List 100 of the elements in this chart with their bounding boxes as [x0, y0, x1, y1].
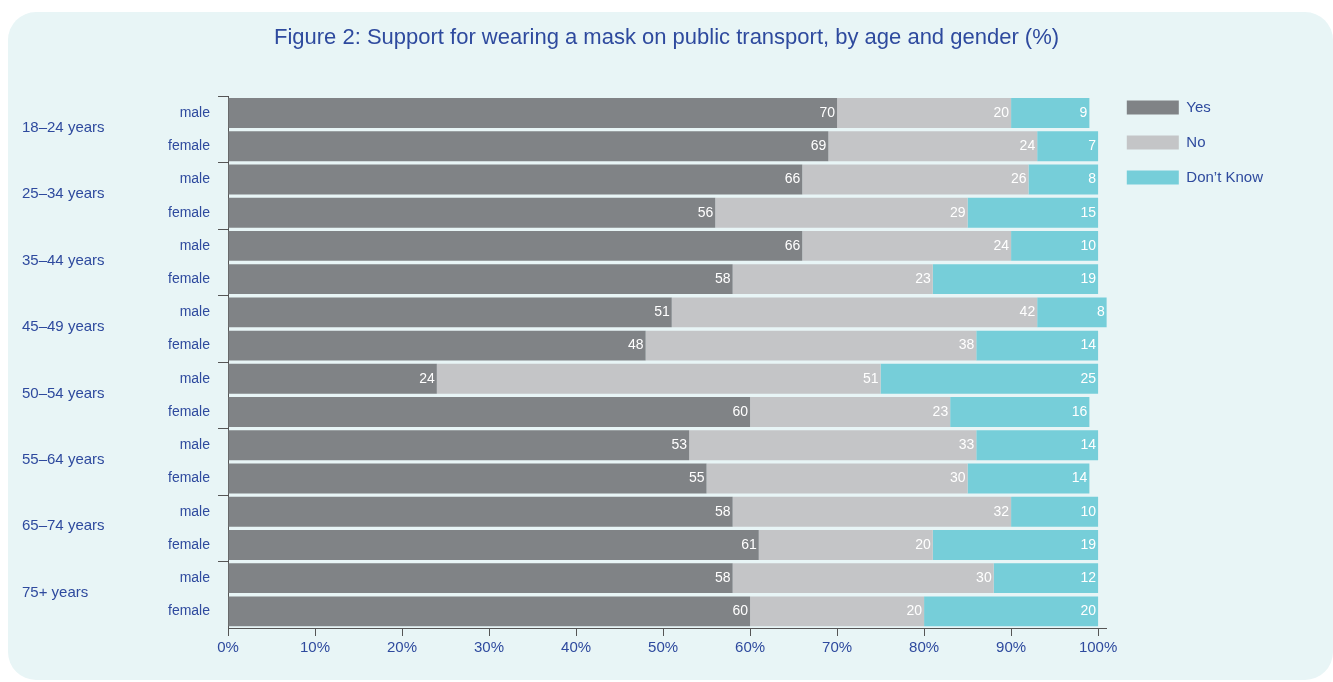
bar: [732, 264, 933, 295]
bar: [228, 98, 838, 128]
bar: [967, 197, 1099, 228]
data-label: 61: [741, 535, 757, 552]
bar: [228, 363, 437, 394]
bar: [924, 596, 1099, 627]
data-label: 51: [863, 369, 879, 386]
bar: [950, 397, 1090, 427]
data-label: 66: [784, 170, 801, 187]
data-label: 48: [628, 336, 644, 353]
data-label: 58: [715, 270, 731, 286]
bar: [932, 264, 1099, 295]
data-label: 20: [915, 535, 931, 552]
data-label: 20: [1080, 602, 1097, 619]
legend-label: Don’t Know: [1186, 167, 1264, 185]
text: 45–49 years: [22, 317, 105, 335]
legend-label: Yes: [1186, 97, 1211, 115]
bar: [228, 563, 733, 594]
data-label: 23: [932, 402, 949, 419]
data-label: 70: [819, 103, 836, 120]
data-label: 55: [688, 469, 705, 486]
bar: [993, 563, 1099, 594]
data-label: 58: [715, 569, 731, 586]
bar: [802, 230, 1012, 261]
bar: [228, 496, 733, 527]
data-label: 8: [1097, 303, 1105, 320]
data-label: 56: [697, 203, 714, 220]
bar: [228, 397, 751, 427]
text: 50–54 years: [22, 383, 105, 401]
bar: [1011, 496, 1099, 527]
bar: [228, 164, 803, 195]
bar: [671, 297, 1038, 328]
data-label: 26: [1010, 170, 1027, 187]
bar: [732, 496, 1012, 527]
bar: [758, 529, 933, 560]
bar: [706, 463, 968, 494]
data-label: 23: [915, 270, 931, 286]
bar: [228, 264, 733, 295]
text: 25–34 years: [22, 184, 105, 202]
y-tick-label: male: [179, 369, 211, 386]
text: 55–64 years: [22, 450, 105, 468]
bar: [802, 164, 1029, 195]
bar: [828, 131, 1038, 162]
y-tick-label: female: [167, 336, 211, 353]
data-label: 20: [906, 602, 923, 619]
chart-title: Figure 2: Support for wearing a mask on public transport, by age and gender (%): [272, 24, 1061, 50]
data-label: 16: [1071, 402, 1088, 419]
x-tick-label: 0%: [217, 638, 239, 656]
y-tick-label: female: [167, 203, 211, 220]
y-tick-label: male: [179, 303, 211, 320]
bar: [750, 596, 925, 627]
bar: [436, 363, 881, 394]
y-tick-label: male: [179, 103, 211, 120]
data-label: 58: [715, 502, 731, 519]
bar: [1011, 98, 1090, 128]
data-label: 30: [976, 569, 992, 586]
bar: [976, 430, 1099, 461]
data-label: 24: [1019, 137, 1036, 154]
data-label: 14: [1080, 436, 1097, 453]
x-tick-label: 80%: [909, 638, 940, 656]
x-tick-label: 70%: [822, 638, 853, 656]
x-tick-label: 50%: [648, 638, 679, 656]
data-label: 10: [1080, 502, 1097, 519]
y-tick-label: female: [167, 137, 211, 154]
legend-label: No: [1186, 132, 1206, 150]
y-tick-label: female: [167, 535, 211, 552]
data-label: 33: [958, 436, 975, 453]
text: 65–74 years: [22, 516, 105, 534]
bar: [732, 563, 994, 594]
bar: [228, 529, 759, 560]
y-tick-label: male: [179, 236, 211, 253]
y-tick-label: male: [179, 569, 211, 586]
data-label: 24: [419, 369, 436, 386]
bar: [689, 430, 977, 461]
data-label: 14: [1071, 469, 1088, 486]
data-label: 8: [1088, 170, 1097, 187]
y-tick-label: male: [179, 170, 211, 187]
data-label: 25: [1080, 369, 1097, 386]
bar: [228, 131, 829, 162]
y-tick-label: female: [167, 270, 211, 286]
data-label: 14: [1080, 336, 1097, 353]
y-tick-label: male: [179, 502, 211, 519]
bar: [880, 363, 1099, 394]
bar: [228, 596, 751, 627]
bar: [750, 397, 951, 427]
bar: [976, 330, 1099, 361]
bar: [228, 297, 672, 328]
bar: [715, 197, 968, 228]
bar: [967, 463, 1090, 494]
data-label: 19: [1080, 535, 1097, 552]
bar: [1028, 164, 1099, 195]
data-label: 32: [993, 502, 1010, 519]
x-tick-label: 30%: [474, 638, 505, 656]
data-label: 60: [732, 402, 749, 419]
bar: [1011, 230, 1099, 261]
bar: [228, 463, 707, 494]
bar: [1037, 297, 1107, 328]
data-label: 29: [950, 203, 966, 220]
bar: [228, 197, 716, 228]
y-tick-label: male: [179, 436, 211, 453]
